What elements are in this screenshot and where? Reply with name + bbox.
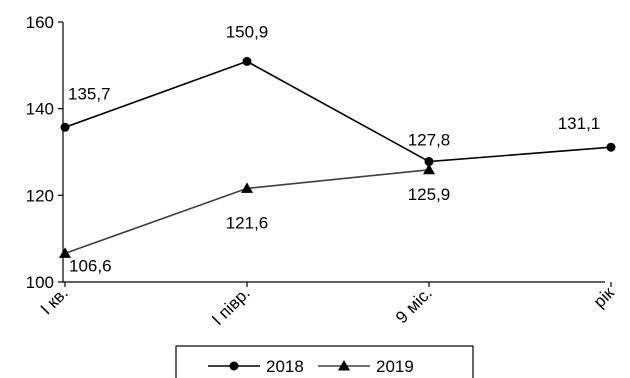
- legend-label: 2019: [376, 357, 414, 376]
- circle-marker: [60, 122, 70, 132]
- triangle-marker: [59, 247, 71, 258]
- circle-marker: [606, 142, 616, 152]
- x-tick-label: рік: [590, 283, 618, 311]
- triangle-marker: [423, 163, 435, 175]
- y-tick-label: 160: [26, 13, 54, 32]
- data-label: 131,1: [558, 114, 601, 133]
- data-label: 106,6: [69, 256, 112, 275]
- y-tick-label: 100: [26, 273, 54, 292]
- legend-box: [175, 345, 474, 378]
- legend-label: 2018: [266, 357, 304, 376]
- triangle-marker: [241, 182, 253, 193]
- x-tick-label: 9 міс.: [392, 283, 436, 327]
- data-label: 150,9: [226, 22, 269, 41]
- legend-circle-marker: [229, 361, 239, 371]
- y-tick-label: 140: [26, 100, 54, 119]
- data-label: 125,9: [408, 185, 451, 204]
- series-line-2018: [64, 60, 612, 163]
- data-label: 127,8: [408, 131, 451, 150]
- x-tick-label: І півр.: [208, 283, 254, 329]
- data-label: 121,6: [226, 213, 269, 232]
- y-tick-label: 120: [26, 186, 54, 205]
- circle-marker: [242, 56, 252, 66]
- circle-marker: [424, 157, 434, 167]
- data-label: 135,7: [68, 84, 111, 103]
- chart-data-labels: 135,7 150,9 127,8 131,1 106,6 121,6 125,9: [68, 22, 600, 275]
- chart-legend: 2018 2019: [175, 345, 474, 378]
- chart-series-lines: [59, 56, 616, 258]
- series-line-2019: [64, 168, 430, 255]
- legend-triangle-marker: [338, 360, 350, 371]
